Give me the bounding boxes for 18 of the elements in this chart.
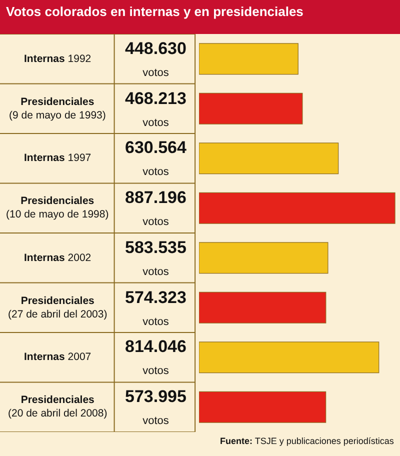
y-tick-label: Internas 1992: [24, 53, 92, 65]
y-tick-label: Presidenciales (9 de mayo de 1993): [9, 96, 106, 122]
data-label: 573.995 votos: [125, 387, 186, 428]
data-label: 448.630 votos: [125, 39, 186, 80]
data-label: 468.213 votos: [125, 89, 186, 130]
data-label: 574.323 votos: [125, 288, 186, 328]
source-note: Fuente: TSJE y publicaciones periodísticas: [220, 436, 394, 446]
y-tick-label: Internas 2002: [24, 252, 92, 264]
y-tick-label: Internas 2007: [24, 351, 92, 363]
y-tick-label: Internas 1997: [24, 152, 92, 164]
chart-title: Votos colorados en internas y en presidenciales: [6, 4, 304, 19]
data-label: 887.196 votos: [125, 188, 186, 228]
data-label: 814.046 votos: [125, 337, 186, 378]
y-tick-label: Presidenciales (10 de mayo de 1998): [6, 195, 109, 221]
y-tick-label: Presidenciales (20 de abril del 2008): [8, 394, 108, 420]
data-label: 630.564 votos: [125, 138, 187, 178]
data-label: 583.535 votos: [125, 238, 186, 278]
y-tick-label: Presidenciales (27 de abril del 2003): [8, 295, 108, 321]
